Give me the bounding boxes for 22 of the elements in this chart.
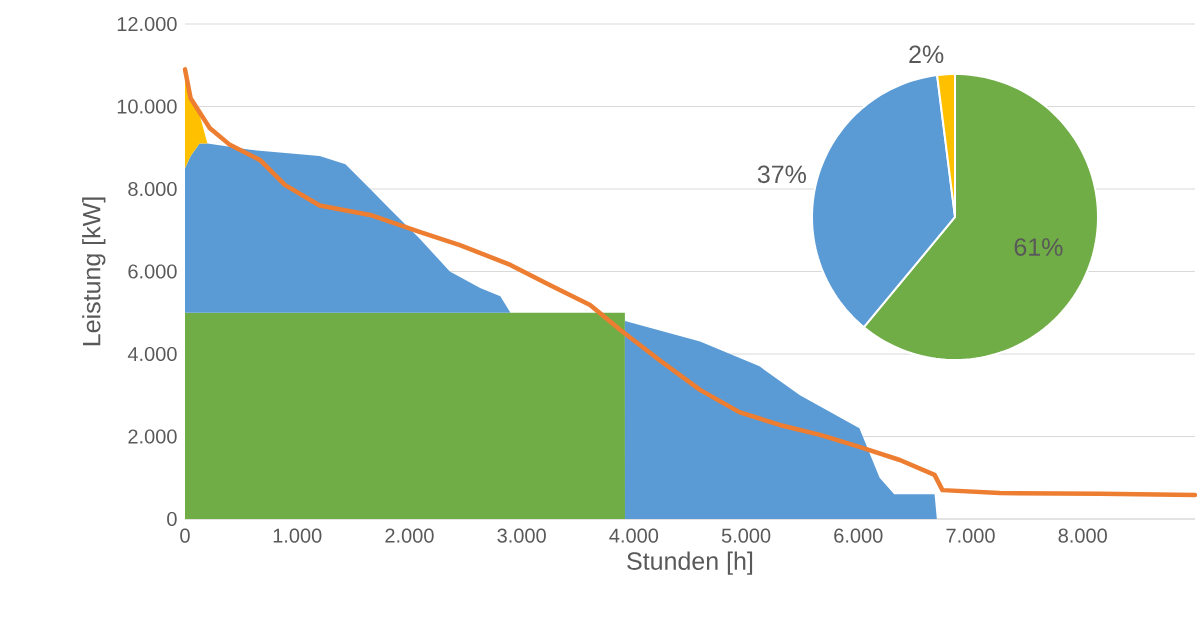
- y-tick-label: 10.000: [117, 99, 177, 114]
- y-axis-title: Leistung [kW]: [82, 197, 106, 346]
- y-tick-label: 0: [167, 511, 177, 527]
- data-label: 61%: [1014, 238, 1063, 256]
- x-tick-label: 7.000: [946, 528, 995, 543]
- x-tick-label: 3.000: [497, 528, 546, 543]
- data-label: 37%: [757, 165, 806, 184]
- y-tick-label: 8.000: [128, 181, 177, 197]
- y-tick-label: 4.000: [127, 346, 177, 362]
- x-tick-label: 6.000: [834, 528, 883, 543]
- line-series: [182, 67, 1198, 498]
- x-tick-label: 0: [180, 528, 190, 543]
- x-tick-label: 2.000: [385, 528, 434, 543]
- x-tick-label: 1.000: [273, 528, 322, 543]
- x-tick-label: 5.000: [721, 528, 771, 543]
- x-axis-title: Stunden [h]: [627, 551, 753, 575]
- y-tick-label: 2.000: [128, 429, 177, 444]
- x-tick-label: 4.000: [609, 528, 659, 543]
- x-tick-label: 8.000: [1058, 528, 1107, 543]
- y-tick-label: 12.000: [117, 16, 177, 32]
- data-label: 2%: [909, 45, 944, 64]
- y-tick-label: 6.000: [128, 264, 177, 279]
